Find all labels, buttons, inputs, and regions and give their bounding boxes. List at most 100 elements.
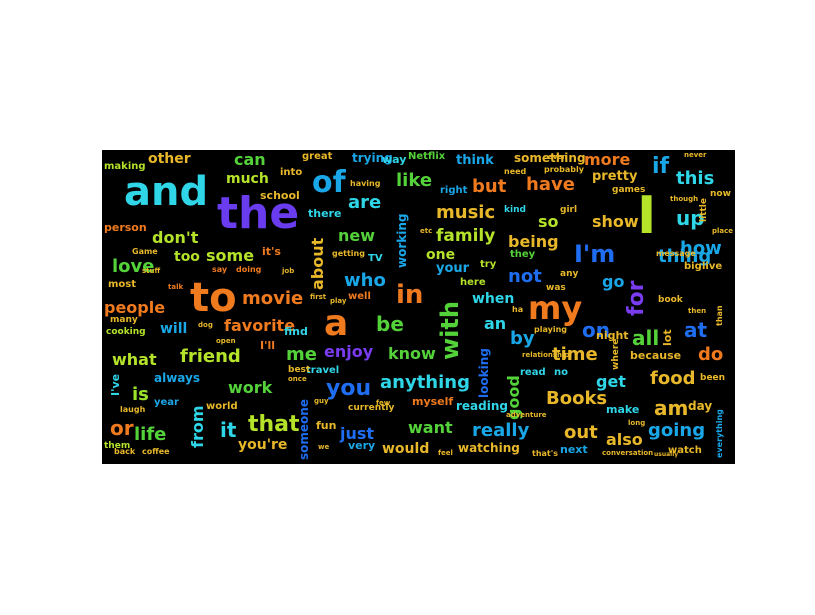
word: anything: [380, 372, 470, 393]
word: it's: [262, 245, 281, 258]
word: be: [376, 312, 404, 336]
word: doing: [236, 265, 262, 274]
word: coffee: [142, 447, 170, 456]
word: who: [344, 270, 386, 291]
word: food: [650, 368, 696, 389]
word: it: [220, 418, 237, 442]
word: that: [248, 412, 300, 437]
word: job: [282, 267, 295, 275]
word: your: [436, 261, 470, 276]
word: I: [637, 186, 657, 246]
word: first: [310, 293, 327, 301]
word: day: [688, 399, 713, 413]
word: going: [648, 420, 706, 441]
word: place: [712, 227, 734, 235]
word: can: [234, 150, 266, 169]
word: playing: [534, 325, 567, 334]
word: like: [396, 170, 433, 191]
word: is: [132, 384, 149, 405]
word: though: [670, 195, 699, 203]
word: getting: [332, 249, 365, 258]
word: from: [188, 405, 207, 448]
word: me: [286, 344, 317, 365]
word: new: [338, 226, 376, 245]
word: a: [324, 303, 349, 344]
word: open: [216, 337, 236, 345]
word: trying: [352, 151, 393, 165]
word: etc: [420, 227, 433, 235]
word: we: [318, 443, 330, 451]
word: something: [514, 151, 586, 165]
word: here: [460, 277, 486, 288]
word: that's: [532, 449, 558, 458]
word: into: [280, 167, 303, 178]
word: play: [330, 297, 347, 305]
word: enjoy: [324, 342, 374, 361]
word: ha: [512, 305, 524, 314]
word: any: [560, 269, 579, 279]
word: an: [484, 314, 507, 333]
word: watching: [458, 441, 520, 455]
word: watch: [668, 445, 702, 456]
word: travel: [306, 365, 340, 376]
word: than: [715, 305, 724, 326]
word: people: [104, 298, 166, 317]
word: some: [206, 246, 255, 265]
word: do: [698, 344, 724, 365]
word: looking: [477, 348, 491, 398]
word: someone: [297, 399, 311, 460]
word: stuff: [142, 267, 161, 275]
word: make: [606, 403, 640, 416]
word: talk: [168, 283, 184, 291]
word: if: [652, 154, 670, 179]
word: thing: [658, 246, 712, 267]
word: very: [348, 439, 376, 452]
word: person: [104, 221, 147, 234]
word: laugh: [120, 405, 146, 414]
word: having: [350, 179, 381, 188]
word: time: [552, 344, 598, 365]
word: great: [302, 151, 333, 162]
word: currently: [348, 403, 395, 413]
word: but: [472, 176, 507, 197]
word: would: [382, 441, 430, 457]
word: big: [684, 261, 702, 272]
word: best: [288, 365, 311, 375]
word: dog: [198, 321, 213, 329]
word: been: [700, 373, 726, 383]
word: also: [606, 430, 643, 449]
word: my: [528, 289, 583, 327]
word: love: [112, 256, 155, 277]
word: few: [376, 399, 391, 407]
word: adventure: [506, 411, 547, 419]
word: many: [110, 315, 138, 325]
word: because: [630, 349, 682, 362]
word: in: [396, 280, 424, 310]
word: not: [508, 266, 542, 287]
word: of: [312, 165, 346, 200]
word: family: [436, 226, 496, 246]
word: more: [584, 150, 631, 169]
word: and: [124, 169, 209, 215]
word: never: [684, 151, 707, 159]
word: at: [684, 318, 708, 342]
word: by: [510, 328, 535, 349]
word: reading: [456, 399, 508, 413]
word: there: [308, 207, 342, 220]
word: one: [426, 247, 456, 263]
word: relationship: [522, 351, 570, 359]
word: guy: [314, 397, 329, 405]
word: games: [612, 185, 646, 195]
word: myself: [412, 395, 454, 408]
word: read: [520, 367, 546, 378]
word: TV: [368, 253, 383, 264]
word: once: [288, 375, 307, 383]
word: message: [656, 249, 696, 258]
word: are: [348, 192, 382, 213]
word: I'm: [574, 240, 616, 268]
word: show: [592, 212, 639, 231]
word: I'll: [260, 339, 276, 352]
word: go: [602, 272, 625, 291]
word: am: [654, 396, 689, 420]
word: favorite: [224, 316, 296, 335]
